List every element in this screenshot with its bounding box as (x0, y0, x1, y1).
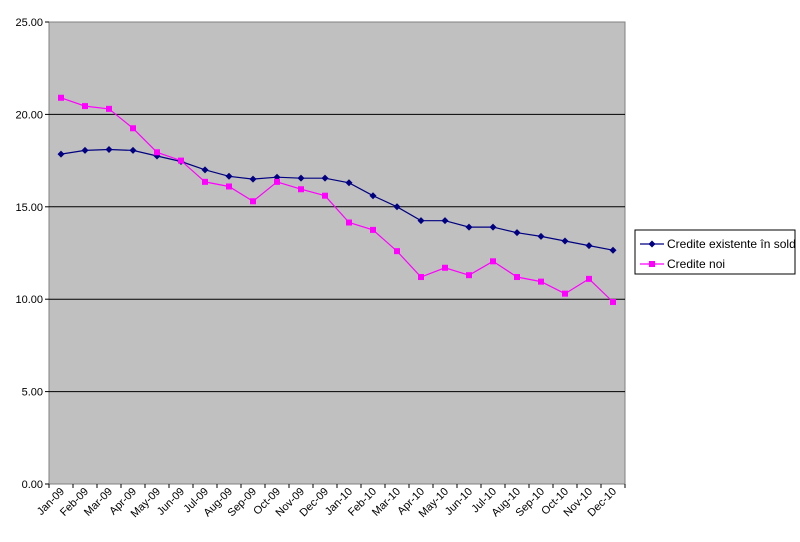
data-point (609, 246, 617, 254)
data-point (298, 186, 304, 193)
data-point (370, 226, 376, 233)
y-tick-label: 0.00 (22, 479, 43, 491)
data-point (513, 229, 521, 237)
data-point (154, 149, 160, 156)
legend-label: Credite existente în sold (667, 237, 796, 251)
data-point (81, 146, 89, 154)
data-point (346, 219, 352, 226)
y-tick-label: 5.00 (22, 387, 43, 399)
data-point (130, 125, 136, 132)
data-point (585, 242, 593, 250)
data-point (58, 94, 64, 101)
data-point (562, 290, 568, 297)
data-point (82, 103, 88, 110)
series-group (57, 94, 617, 305)
data-point (490, 258, 496, 265)
data-point (441, 217, 449, 225)
y-axis: 0.00 5.00 10.00 15.00 20.00 25.00 (15, 17, 49, 491)
data-point (514, 274, 520, 281)
data-point (226, 183, 232, 190)
x-tick-label: Jun-10 (443, 486, 475, 518)
data-point (202, 178, 208, 185)
data-point (442, 264, 448, 271)
legend-box (634, 229, 796, 275)
data-point (274, 178, 280, 185)
data-point (417, 217, 425, 225)
y-tick-label: 20.00 (15, 109, 43, 121)
data-point (129, 146, 137, 154)
y-tick-label: 25.00 (15, 17, 43, 29)
data-point (418, 274, 424, 281)
legend: Credite existente în sold Credite noi (634, 229, 796, 275)
data-point (178, 157, 184, 164)
data-point (538, 278, 544, 285)
data-point (297, 174, 305, 182)
legend-marker (648, 240, 656, 248)
x-tick-label: Jun-09 (155, 486, 187, 518)
data-point (394, 248, 400, 255)
data-point (393, 203, 401, 211)
data-point (345, 179, 353, 187)
data-point (106, 105, 112, 112)
data-point (249, 175, 257, 183)
data-point (321, 174, 329, 182)
series-line (60, 97, 614, 303)
legend-marker (649, 261, 655, 267)
data-point (57, 150, 65, 158)
y-tick-label: 15.00 (15, 202, 43, 214)
data-point (586, 275, 592, 282)
data-point (561, 237, 569, 245)
data-point (322, 192, 328, 199)
gridlines (49, 113, 625, 393)
data-point (225, 172, 233, 180)
series-line (60, 148, 614, 251)
data-point (537, 232, 545, 240)
data-point (250, 198, 256, 205)
x-axis: Jan-09Feb-09Mar-09Apr-09May-09Jun-09Jul-… (35, 484, 626, 520)
data-point (465, 223, 473, 231)
data-point (105, 146, 113, 154)
legend-label: Credite noi (667, 257, 725, 271)
data-point (201, 166, 209, 174)
y-tick-label: 10.00 (15, 294, 43, 306)
data-point (610, 298, 616, 305)
data-point (369, 192, 377, 200)
plot-area (48, 21, 626, 485)
data-point (466, 272, 472, 279)
data-point (489, 223, 497, 231)
